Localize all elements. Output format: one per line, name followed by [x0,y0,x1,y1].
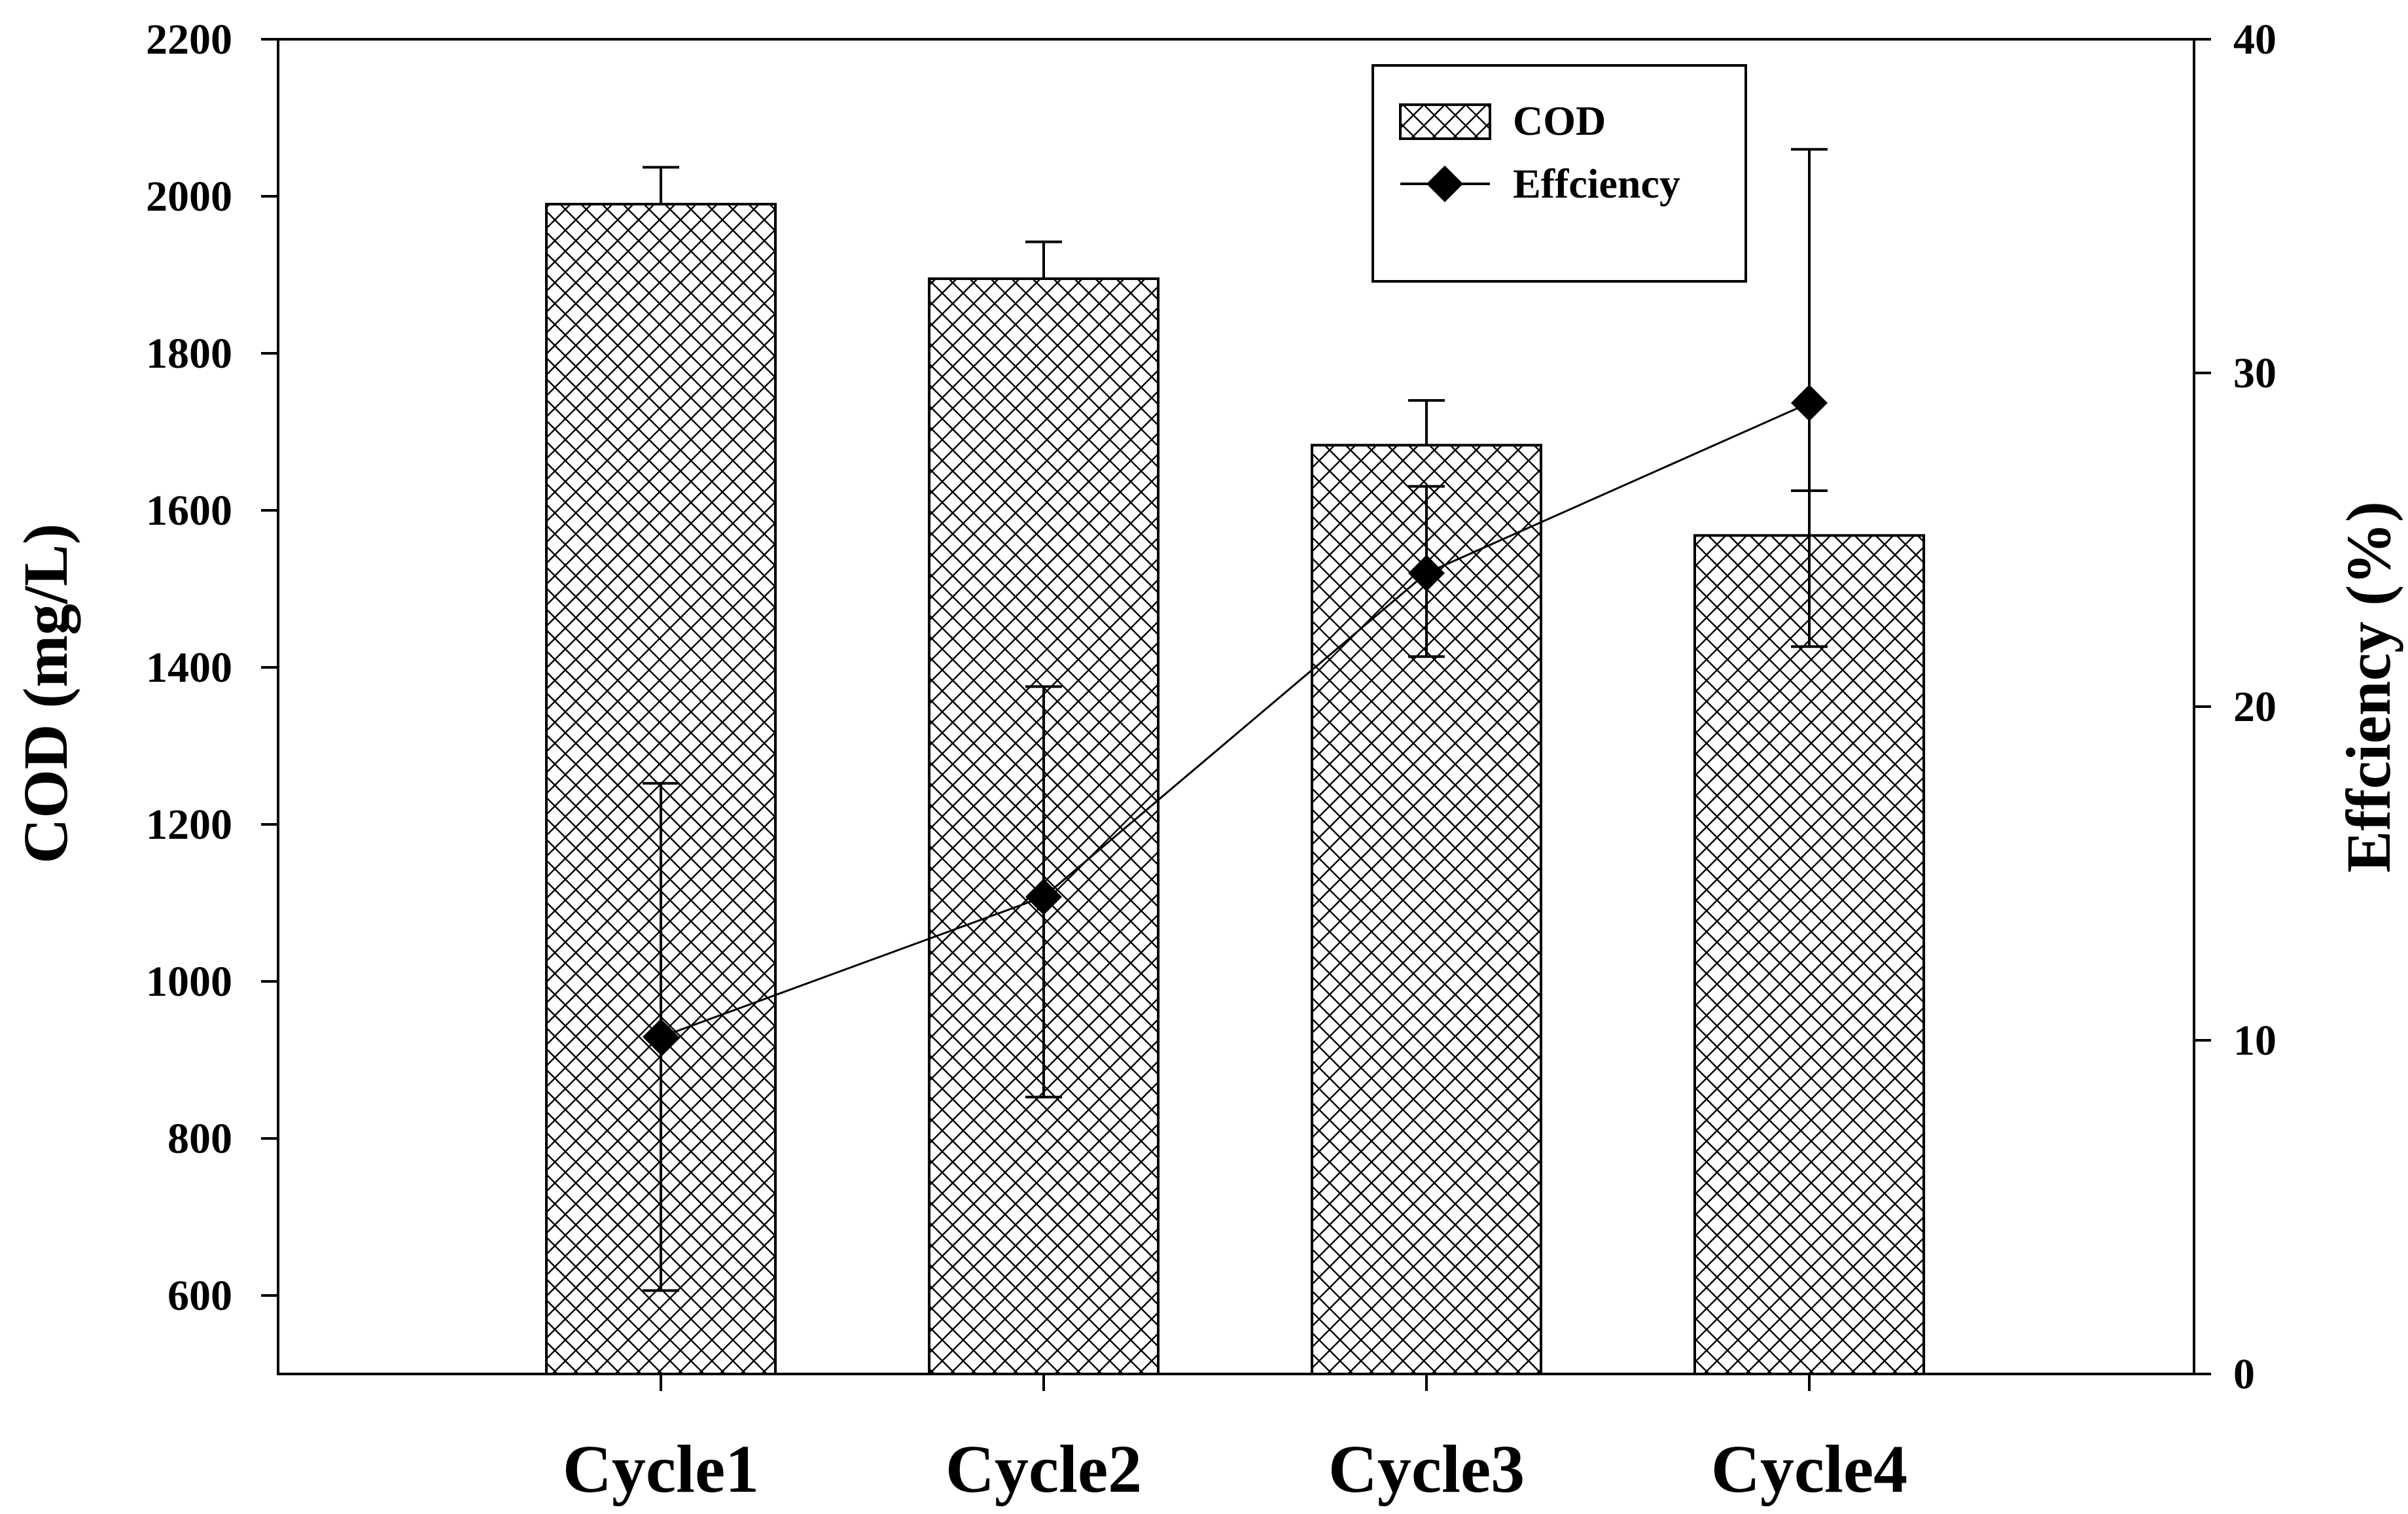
efficiency-point-cycle3 [1408,555,1445,591]
y-tick-label: 600 [168,1272,232,1320]
y2-tick-label: 40 [2233,16,2276,63]
y-tick-label: 1000 [146,958,232,1006]
y2-tick-label: 0 [2233,1350,2255,1398]
legend-box [1372,64,1747,283]
efficiency-line [660,402,1810,1038]
efficiency-point-cycle1 [643,1018,679,1055]
efficiency-point-cycle4 [1791,384,1828,421]
right-axis: 0 10 20 30 40 [2194,16,2276,1398]
x-tick-label-cycle4: Cycle4 [1711,1432,1907,1507]
y-tick-label: 1200 [146,801,232,849]
legend-label-efficiency: Effciency [1513,160,1680,207]
x-axis: Cycle1 Cycle2 Cycle3 Cycle4 [563,1374,1907,1507]
y-tick-label: 1600 [146,487,232,535]
legend: COD Effciency [1372,64,1747,283]
line-layer [643,148,1828,1292]
efficiency-point-cycle2 [1025,878,1062,915]
cod-bar-cycle4 [1693,534,1925,1375]
legend-swatch-cod [1399,103,1491,140]
y-tick-label: 800 [168,1115,232,1163]
y-tick-label: 2200 [146,16,232,63]
x-tick-label-cycle1: Cycle1 [563,1432,759,1507]
x-tick-label-cycle3: Cycle3 [1328,1432,1525,1507]
left-axis: 600 800 1000 1200 1400 1600 1800 2000 2200 [146,16,278,1320]
y2-tick-label: 10 [2233,1017,2276,1065]
x-tick-label-cycle2: Cycle2 [946,1432,1142,1507]
y-axis-title: COD (mg/L) [10,523,80,864]
y-tick-label: 1800 [146,330,232,378]
y-tick-label: 1400 [146,644,232,692]
legend-label-cod: COD [1513,97,1606,144]
y-tick-label: 2000 [146,173,232,220]
y2-axis-title: Effciency (%) [2333,501,2403,873]
y2-tick-label: 30 [2233,349,2276,397]
legend-marker-efficiency [1426,166,1463,202]
y2-tick-label: 20 [2233,683,2276,731]
bars-layer [545,203,1925,1375]
